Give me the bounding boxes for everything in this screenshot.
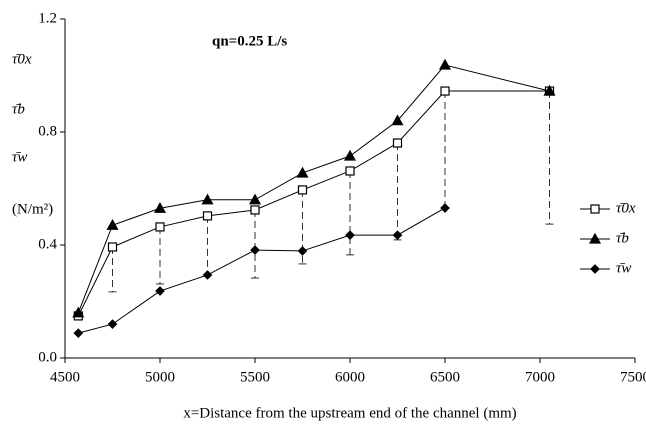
x-tick-label: 4500 <box>50 369 80 385</box>
marker <box>106 218 119 230</box>
y-tick-label: 1.2 <box>38 10 57 26</box>
y-axis-label: τ̄0x <box>12 51 32 67</box>
marker <box>155 222 165 232</box>
marker <box>297 185 308 195</box>
y-axis-label: τ̄b <box>12 101 25 117</box>
series-line <box>78 207 446 334</box>
marker <box>73 328 84 338</box>
marker <box>345 166 355 176</box>
marker <box>201 193 214 205</box>
marker <box>250 205 260 215</box>
marker <box>391 114 404 126</box>
y-tick-label: 0.4 <box>38 236 57 252</box>
marker <box>155 286 165 296</box>
marker <box>345 230 355 240</box>
marker <box>392 230 403 240</box>
marker <box>153 202 167 213</box>
marker <box>202 211 213 221</box>
legend-label: τ̄b <box>616 230 629 246</box>
marker <box>590 264 600 274</box>
marker <box>72 306 85 318</box>
x-axis-label: x=Distance from the upstream end of the … <box>183 405 516 421</box>
series-line <box>77 64 550 313</box>
marker <box>438 58 452 70</box>
y-tick-label: 0.8 <box>38 123 57 139</box>
marker <box>107 242 118 252</box>
marker <box>590 204 600 214</box>
x-tick-label: 5500 <box>240 369 270 385</box>
series-line <box>77 90 550 317</box>
x-tick-label: 7500 <box>620 369 646 385</box>
x-tick-label: 6000 <box>335 369 365 385</box>
x-tick-label: 7000 <box>525 369 555 385</box>
y-tick-label: 0.0 <box>38 349 57 365</box>
marker <box>248 193 262 205</box>
marker <box>250 245 260 255</box>
marker <box>297 246 308 256</box>
marker <box>588 232 602 244</box>
annotation: qn=0.25 L/s <box>212 33 287 49</box>
marker <box>107 319 118 329</box>
x-tick-label: 6500 <box>430 369 460 385</box>
marker <box>440 86 450 96</box>
y-axis-label: (N/m²) <box>12 201 53 217</box>
legend-label: τ̄w <box>616 260 631 276</box>
marker <box>543 84 556 96</box>
marker <box>296 166 309 178</box>
y-axis-label: τ̄w <box>12 149 27 165</box>
marker <box>392 138 403 148</box>
legend-label: τ̄0x <box>616 200 636 216</box>
x-tick-label: 5000 <box>145 369 175 385</box>
marker <box>343 149 357 161</box>
marker <box>202 270 213 280</box>
marker <box>440 203 450 213</box>
